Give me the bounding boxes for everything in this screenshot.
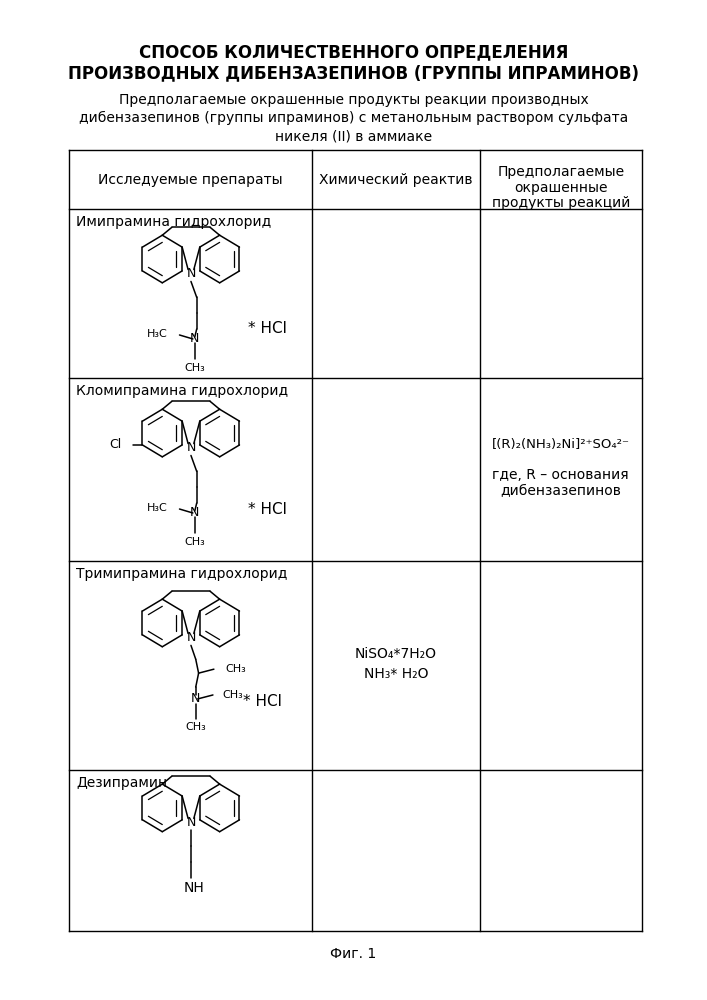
Text: дибензазепинов: дибензазепинов (501, 485, 621, 499)
Text: ПРОИЗВОДНЫХ ДИБЕНЗАЗЕПИНОВ (ГРУППЫ ИПРАМИНОВ): ПРОИЗВОДНЫХ ДИБЕНЗАЗЕПИНОВ (ГРУППЫ ИПРАМ… (68, 65, 639, 83)
Text: N: N (190, 332, 199, 345)
Text: Химический реактив: Химический реактив (319, 173, 473, 187)
Text: Предполагаемые: Предполагаемые (497, 165, 624, 179)
Text: H₃C: H₃C (147, 503, 168, 513)
Text: Cl: Cl (109, 438, 122, 451)
Text: H₃C: H₃C (147, 329, 168, 339)
Text: N: N (190, 506, 199, 519)
Text: CH₃: CH₃ (185, 537, 205, 547)
Text: продукты реакций: продукты реакций (491, 196, 630, 210)
Text: * HCl: * HCl (248, 321, 287, 336)
Text: CH₃: CH₃ (226, 664, 246, 674)
Text: Тримипрамина гидрохлорид: Тримипрамина гидрохлорид (76, 567, 288, 581)
Text: Дезипрамин: Дезипрамин (76, 776, 168, 790)
Text: СПОСОБ КОЛИЧЕСТВЕННОГО ОПРЕДЕЛЕНИЯ: СПОСОБ КОЛИЧЕСТВЕННОГО ОПРЕДЕЛЕНИЯ (139, 43, 568, 61)
Text: NH: NH (183, 881, 204, 895)
Text: N: N (186, 631, 196, 644)
Text: N: N (186, 816, 196, 829)
Text: CH₃: CH₃ (223, 690, 243, 700)
Text: CH₃: CH₃ (185, 363, 205, 373)
Text: NH₃* H₂O: NH₃* H₂O (363, 667, 428, 681)
Text: * HCl: * HCl (248, 502, 287, 517)
Text: [(R)₂(NH₃)₂Ni]²⁺SO₄²⁻: [(R)₂(NH₃)₂Ni]²⁺SO₄²⁻ (492, 438, 630, 451)
Text: * HCl: * HCl (243, 694, 282, 709)
Text: Имипрамина гидрохлорид: Имипрамина гидрохлорид (76, 215, 271, 229)
Text: CH₃: CH₃ (185, 722, 206, 732)
Text: никеля (II) в аммиаке: никеля (II) в аммиаке (275, 129, 432, 143)
Text: NiSO₄*7H₂O: NiSO₄*7H₂O (355, 647, 437, 661)
Text: Предполагаемые окрашенные продукты реакции производных: Предполагаемые окрашенные продукты реакц… (119, 93, 588, 107)
Text: N: N (186, 267, 196, 280)
Text: Кломипрамина гидрохлорид: Кломипрамина гидрохлорид (76, 384, 288, 398)
Text: N: N (191, 692, 200, 705)
Text: Фиг. 1: Фиг. 1 (330, 947, 377, 961)
Text: окрашенные: окрашенные (514, 181, 607, 195)
Text: N: N (186, 441, 196, 454)
Text: Исследуемые препараты: Исследуемые препараты (98, 173, 283, 187)
Text: дибензазепинов (группы ипраминов) с метанольным раствором сульфата: дибензазепинов (группы ипраминов) с мета… (78, 111, 628, 125)
Text: где, R – основания: где, R – основания (493, 468, 629, 482)
